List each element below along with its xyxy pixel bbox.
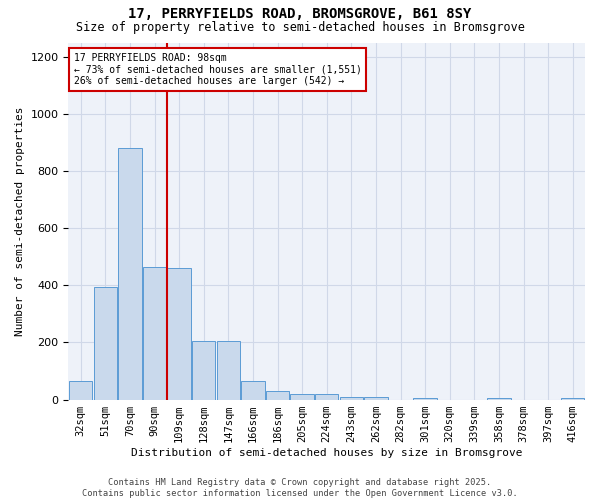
Text: 17, PERRYFIELDS ROAD, BROMSGROVE, B61 8SY: 17, PERRYFIELDS ROAD, BROMSGROVE, B61 8S… <box>128 8 472 22</box>
Y-axis label: Number of semi-detached properties: Number of semi-detached properties <box>15 106 25 336</box>
Bar <box>217 341 240 400</box>
Bar <box>118 148 142 400</box>
X-axis label: Distribution of semi-detached houses by size in Bromsgrove: Distribution of semi-detached houses by … <box>131 448 523 458</box>
Bar <box>413 398 437 400</box>
Bar <box>315 394 338 400</box>
Bar <box>364 396 388 400</box>
Bar <box>69 381 92 400</box>
Bar <box>487 398 511 400</box>
Text: 17 PERRYFIELDS ROAD: 98sqm
← 73% of semi-detached houses are smaller (1,551)
26%: 17 PERRYFIELDS ROAD: 98sqm ← 73% of semi… <box>74 53 361 86</box>
Bar <box>340 396 363 400</box>
Bar <box>167 268 191 400</box>
Text: Size of property relative to semi-detached houses in Bromsgrove: Size of property relative to semi-detach… <box>76 22 524 35</box>
Bar <box>266 391 289 400</box>
Bar <box>561 398 584 400</box>
Text: Contains HM Land Registry data © Crown copyright and database right 2025.
Contai: Contains HM Land Registry data © Crown c… <box>82 478 518 498</box>
Bar <box>241 381 265 400</box>
Bar <box>290 394 314 400</box>
Bar <box>143 266 166 400</box>
Bar <box>94 286 117 400</box>
Bar <box>192 341 215 400</box>
